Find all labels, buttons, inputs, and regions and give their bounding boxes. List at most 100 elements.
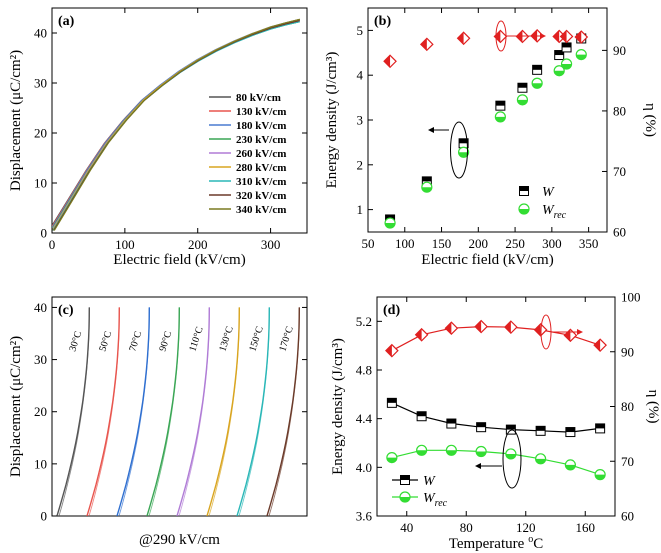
panel-b-eta-point-fill (494, 30, 501, 43)
panel-b-wrec-point-fill (495, 116, 506, 122)
panel-d-y2label: η (%) (645, 389, 661, 423)
panel-b-legend-wrec-point-fill (519, 209, 529, 214)
panel-d-xtick-label: 160 (576, 520, 596, 535)
panel-b-wrec-point-fill (561, 64, 572, 69)
panel-b-w-point-fill (532, 65, 542, 70)
panel-b-wrec-point-fill (554, 70, 565, 76)
panel-b-ytick-label: 2 (357, 157, 364, 172)
panel-b-legend: W Wrec (518, 185, 567, 221)
panel-b-xtick-label: 150 (432, 236, 452, 251)
panel-d-right-ytick-label: 100 (621, 290, 641, 305)
panel-d-arrowhead-left (475, 463, 481, 469)
panel-b-ytick-label: 1 (357, 202, 364, 217)
panel-a-legend-label: 130 kV/cm (236, 106, 286, 118)
panel-d-eta-point-fill (534, 323, 541, 336)
panel-d-eta-point-fill (564, 329, 571, 342)
panel-b-label: (b) (374, 14, 391, 29)
panel-c-curves (56, 307, 300, 516)
panel-a-legend-label: 310 kV/cm (236, 176, 286, 188)
panel-b-legend-wrec-text: Wrec (542, 203, 567, 221)
panel-b-w-point-fill (517, 83, 527, 88)
panel-b-xtick-label: 350 (579, 236, 599, 251)
panel-b-eta-point-fill (575, 31, 582, 44)
panel-b-wrec-point-fill (576, 54, 587, 60)
panel-a-xtick-label: 300 (261, 237, 281, 252)
panel-b-ytick-label: 5 (357, 23, 364, 38)
panel-b-legend-w-point-fill (519, 186, 529, 191)
panel-d-ytick-label: 4.0 (356, 460, 372, 475)
panel-c-curve-branch (58, 307, 90, 516)
panel-d-wrec-point-fill (595, 474, 606, 480)
panel-d-xtick-label: 120 (516, 520, 536, 535)
panel-c-temp-label: 130°C (217, 325, 235, 353)
panel-d-wrec-point-fill (476, 451, 487, 457)
panel-b-xlabel: Electric field (kV/cm) (421, 252, 553, 268)
panel-b-xtick-label: 250 (505, 236, 525, 251)
panel-b-w-point-fill (495, 101, 505, 106)
panel-c-temp-label: 50°C (97, 330, 114, 353)
panel-d-right-ytick-label: 60 (621, 509, 634, 524)
panel-c-curve-branch (148, 307, 180, 516)
panel-d-w-point-fill (506, 425, 516, 430)
panel-a-ytick-label: 20 (34, 126, 47, 141)
panel-d-w-point-fill (536, 426, 546, 431)
panel-b-ylabel: Energy density (J/cm³) (324, 52, 340, 189)
panel-d-axes: 40 80 120 160 3.6 4.0 4.4 4.8 5.2 60 70 80 90 100 (356, 290, 641, 536)
panel-c-axes: 0 10 20 30 40 (34, 300, 307, 524)
panel-a-legend-label: 320 kV/cm (236, 190, 286, 202)
panel-a-legend-label: 230 kV/cm (236, 134, 286, 146)
panel-b-arrowhead-left (428, 127, 434, 133)
panel-a-curve (53, 18, 301, 231)
panel-c-curve-branch (268, 307, 300, 516)
panel-a-ytick-label: 30 (34, 76, 47, 91)
panel-d-ytick-label: 5.2 (356, 314, 372, 329)
panel-b-right-ytick-label: 70 (613, 164, 626, 179)
panel-c-ylabel: Displacement (μC/cm²) (8, 336, 24, 477)
panel-a-legend-label: 180 kV/cm (236, 120, 286, 132)
panel-c-temp-label: 110°C (187, 325, 205, 353)
panel-b-ytick-label: 3 (357, 113, 364, 128)
panel-d-right-ytick-label: 90 (621, 344, 634, 359)
panel-a-legend-label: 260 kV/cm (236, 148, 286, 160)
panel-d-ylabel: Energy density (J/cm³) (330, 338, 346, 475)
panel-c-curve-branch (208, 307, 240, 516)
panel-b-w-point-fill (385, 214, 395, 220)
panel-c-temp-labels: 30°C 50°C 70°C 90°C 110°C 130°C 150°C 170°C (67, 325, 295, 353)
panel-b: 50 100 150 200 250 300 350 1 2 3 4 5 60 70 80 90 (b) WW… (324, 7, 658, 268)
panel-b-wrec-point-fill (517, 99, 528, 105)
panel-c-curve-branch (88, 307, 120, 516)
panel-c: 0 10 20 30 40 30°C 50°C 70°C 90°C 110°C 130°C 150°… (8, 296, 308, 548)
panel-d-right-ytick-label: 80 (621, 399, 634, 414)
panel-a-ylabel: Displacement (μC/cm²) (8, 50, 24, 191)
panel-b-eta-point-fill (560, 30, 567, 43)
panel-a-curves (52, 18, 301, 231)
panel-d-legend-w-text: W (423, 474, 436, 489)
panel-c-temp-label: 90°C (157, 330, 174, 353)
panel-b-wrec-point-fill (385, 223, 396, 229)
panel-b-w-point-fill (554, 50, 564, 56)
panel-a-legend-label: 280 kV/cm (236, 162, 286, 174)
panel-d-legend-wrec-point-fill (400, 497, 410, 502)
panel-b-wrec-point-fill (532, 83, 543, 89)
panel-d-w-point-fill (446, 419, 456, 424)
panel-c-curve-branch (118, 307, 150, 516)
panel-a-legend-label: 80 kV/cm (236, 92, 281, 104)
panel-d-w-point-fill (387, 398, 397, 403)
panel-d-w-point-fill (595, 423, 605, 429)
panel-b-axes: 50 100 150 200 250 300 350 1 2 3 4 5 60 70 80 90 (357, 8, 626, 251)
panel-d-eta-point-fill (475, 320, 482, 333)
panel-d-frame (376, 296, 616, 517)
panel-b-wrec-point-fill (458, 152, 469, 158)
panel-c-temp-label: 170°C (277, 325, 295, 353)
panel-c-curve-branch (238, 307, 270, 516)
panel-c-temp-label: 150°C (247, 325, 265, 353)
panel-d-legend-w-point-fill (400, 475, 410, 480)
panel-d-w-point-fill (476, 422, 486, 428)
panel-d: 40 80 120 160 3.6 4.0 4.4 4.8 5.2 60 70 80 90 100 (d)… (330, 290, 661, 553)
panel-d-ytick-label: 3.6 (356, 509, 373, 524)
panel-d-eta-point-fill (445, 322, 452, 335)
panel-d-eta-point-fill (504, 321, 511, 334)
panel-b-eta-point-fill (384, 55, 391, 68)
panel-b-eta-point-fill (420, 38, 427, 51)
panel-d-marks (385, 319, 607, 481)
